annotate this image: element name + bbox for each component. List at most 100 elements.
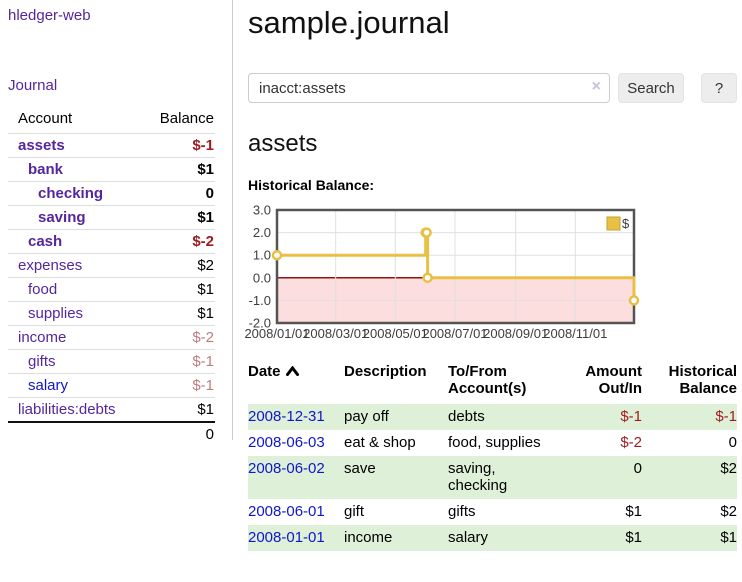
transaction-accounts: food, supplies — [448, 434, 541, 451]
account-link-supplies[interactable]: supplies — [28, 305, 84, 322]
transaction-date-link[interactable]: 2008-06-02 — [248, 460, 325, 477]
transaction-row: 2008-01-01 income salary $1 $1 — [248, 525, 737, 551]
account-row: gifts $-1 — [8, 349, 215, 374]
account-link-expenses[interactable]: expenses — [18, 257, 83, 274]
transaction-amount: 0 — [633, 460, 642, 477]
x-axis-tick-label: 2008/09/01 — [483, 326, 548, 341]
y-axis-tick-label: -1.0 — [249, 293, 271, 308]
account-link-gifts[interactable]: gifts — [28, 353, 56, 370]
account-row: assets $-1 — [8, 133, 215, 158]
chart-data-point — [271, 249, 283, 261]
transaction-date-link[interactable]: 2008-06-03 — [248, 434, 325, 451]
transaction-row: 2008-06-01 gift gifts $1 $2 — [248, 499, 737, 525]
transaction-description: pay off — [344, 408, 389, 425]
sidebar-divider — [232, 0, 233, 440]
search-button[interactable]: Search — [618, 73, 684, 103]
main-content: sample.journal × Search ? assets Histori… — [244, 0, 742, 551]
search-box: × — [248, 73, 610, 103]
account-link-assets[interactable]: assets — [18, 137, 65, 154]
y-axis-tick-label: 0.0 — [253, 270, 271, 285]
transaction-balance: $2 — [720, 460, 737, 477]
account-balance: $1 — [197, 305, 214, 322]
transaction-accounts: saving, checking — [448, 460, 508, 494]
register-header-date[interactable]: Date — [248, 360, 344, 404]
accounts-table: Account Balance assets $-1 bank $1 checking 0… — [8, 107, 215, 446]
register-header-description: Description — [344, 363, 427, 380]
transaction-amount: $1 — [625, 503, 642, 520]
account-balance: 0 — [205, 185, 214, 202]
transaction-amount: $-2 — [620, 434, 642, 451]
sidebar-item-journal[interactable]: Journal — [8, 77, 58, 94]
brand-link[interactable]: hledger-web — [8, 7, 91, 24]
transaction-date-link[interactable]: 2008-06-01 — [248, 503, 325, 520]
account-row: liabilities:debts $1 — [8, 397, 215, 423]
account-balance: $-1 — [192, 137, 214, 154]
register-header-amount: Amount Out/In — [585, 363, 642, 397]
transaction-date-link[interactable]: 2008-12-31 — [248, 408, 325, 425]
x-axis-tick-label: 2008/07/01 — [422, 326, 487, 341]
transaction-amount: $-1 — [620, 408, 642, 425]
account-balance: $1 — [197, 209, 214, 226]
transaction-description: income — [344, 529, 393, 546]
historical-balance-chart: 3.0 2.0 1.0 0.0 -1.0 -2.02008/01/012008/03/01… — [244, 203, 640, 341]
transaction-row: 2008-06-03 eat & shop food, supplies $-2 0 — [248, 430, 737, 456]
register-header-row: Date Description To/From Account(s) Amou… — [248, 360, 737, 404]
account-balance: $2 — [197, 257, 214, 274]
account-link-income[interactable]: income — [18, 329, 67, 346]
account-link-saving[interactable]: saving — [38, 209, 86, 226]
register-header-balance: Historical Balance — [668, 363, 737, 397]
search-row: × Search ? — [248, 73, 742, 103]
account-balance: $-1 — [192, 353, 214, 370]
transaction-date-link[interactable]: 2008-01-01 — [248, 529, 325, 546]
search-input[interactable] — [248, 73, 610, 103]
help-button[interactable]: ? — [701, 73, 737, 103]
transaction-description: save — [344, 460, 376, 477]
account-link-liabilities-debts[interactable]: liabilities:debts — [18, 401, 116, 418]
y-axis-tick-label: 1.0 — [253, 248, 271, 263]
account-row: income $-2 — [8, 325, 215, 350]
account-balance: $1 — [197, 161, 214, 178]
clear-search-icon[interactable]: × — [591, 78, 601, 95]
account-link-bank[interactable]: bank — [28, 161, 64, 178]
account-row: bank $1 — [8, 157, 215, 182]
account-link-cash[interactable]: cash — [28, 233, 63, 250]
transaction-balance: $-1 — [715, 408, 737, 425]
account-row: saving $1 — [8, 205, 215, 230]
accounts-header-balance: Balance — [159, 110, 214, 127]
transaction-balance: 0 — [728, 434, 737, 451]
transaction-accounts: salary — [448, 529, 489, 546]
register-header-accounts: To/From Account(s) — [448, 363, 527, 397]
x-axis-tick-label: 2008/03/01 — [303, 326, 368, 341]
account-row: supplies $1 — [8, 301, 215, 326]
chart-data-point — [421, 227, 432, 238]
accounts-total-value: 0 — [205, 426, 214, 443]
transaction-description: gift — [344, 503, 365, 520]
y-axis-tick-label: -2.0 — [249, 316, 271, 331]
transaction-row: 2008-12-31 pay off debts $-1 $-1 — [248, 404, 737, 430]
x-axis-tick-label: 2008/05/01 — [363, 326, 428, 341]
account-link-salary[interactable]: salary — [28, 377, 69, 394]
register-table: Date Description To/From Account(s) Amou… — [248, 360, 737, 551]
transaction-balance: $1 — [720, 529, 737, 546]
legend-label: $ — [622, 216, 630, 231]
transaction-amount: $1 — [625, 529, 642, 546]
transaction-accounts: debts — [448, 408, 485, 425]
account-link-food[interactable]: food — [28, 281, 58, 298]
account-balance: $1 — [197, 401, 214, 418]
page-title: sample.journal — [248, 5, 450, 40]
x-axis-tick-label: 2008/11/01 — [543, 326, 607, 341]
sort-ascending-icon — [285, 366, 299, 376]
y-axis-tick-label: 2.0 — [253, 225, 271, 240]
accounts-total-row: 0 — [8, 422, 215, 446]
account-link-checking[interactable]: checking — [38, 185, 104, 202]
chart-border — [275, 208, 636, 325]
account-row: salary $-1 — [8, 373, 215, 398]
x-axis-tick-label: 2008/01/01 — [244, 326, 309, 341]
account-row: expenses $2 — [8, 253, 215, 278]
account-balance: $-1 — [192, 377, 214, 394]
account-balance: $-2 — [192, 329, 214, 346]
chart-title: Historical Balance: — [248, 177, 375, 193]
transaction-description: eat & shop — [344, 434, 416, 451]
y-axis-tick-label: 3.0 — [253, 203, 271, 218]
account-row: cash $-2 — [8, 229, 215, 254]
